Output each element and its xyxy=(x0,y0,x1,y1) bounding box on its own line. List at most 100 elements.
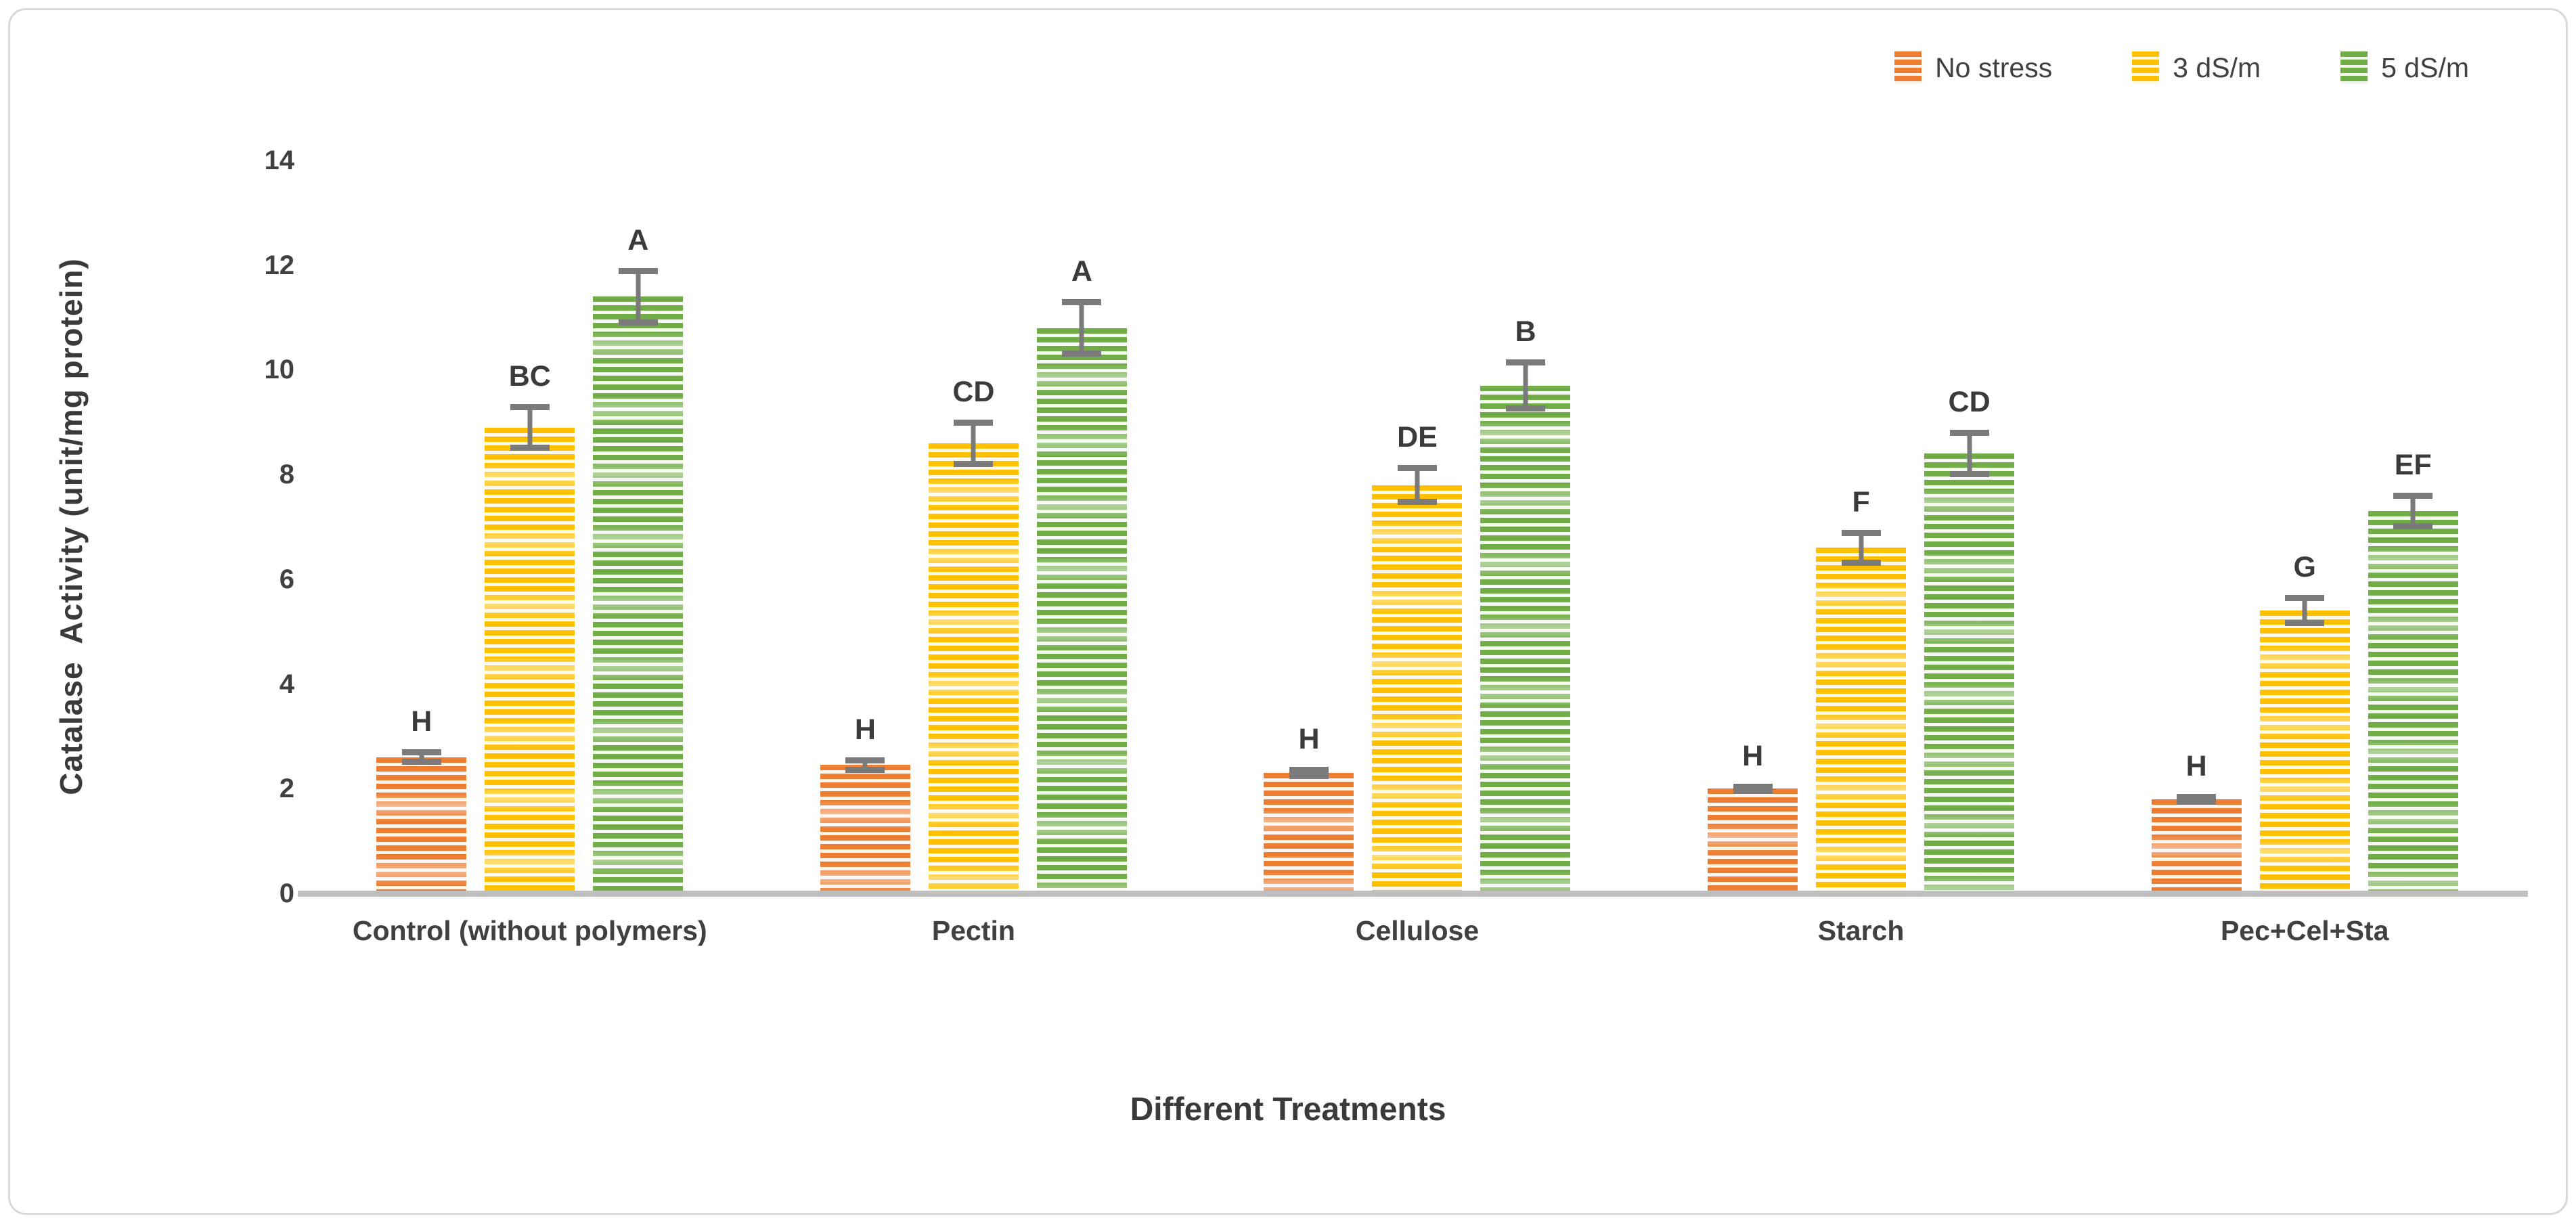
legend-item-5-ds-m: 5 dS/m xyxy=(2340,51,2469,84)
significance-letter: H xyxy=(2185,750,2207,783)
significance-letter: CD xyxy=(1948,386,1991,419)
error-bar xyxy=(2177,794,2217,805)
error-bar-stem xyxy=(1523,359,1528,412)
bar-slot-no-stress: H xyxy=(1264,723,1354,893)
x-category-label-1: Control (without polymers) xyxy=(352,915,707,946)
bar-no-stress-4 xyxy=(1708,788,1798,893)
error-bar-cap xyxy=(1733,788,1773,795)
bar-3-ds-m-2 xyxy=(928,443,1019,893)
error-bar-cap xyxy=(1062,299,1102,306)
error-bar-cap xyxy=(1949,430,1989,437)
error-bar xyxy=(1289,766,1329,780)
x-axis-title: Different Treatments xyxy=(1130,1092,1446,1128)
y-tick-label-14: 14 xyxy=(264,146,295,175)
x-category-label-2: Pectin xyxy=(931,915,1015,946)
error-bar xyxy=(954,419,994,467)
error-bar-stem xyxy=(1859,530,1864,566)
bar-slot-5-ds-m: B xyxy=(1480,315,1571,893)
error-bar-stem xyxy=(1079,299,1084,357)
error-bar xyxy=(2393,493,2433,530)
bar-5-ds-m-1 xyxy=(593,296,684,893)
error-bar-stem xyxy=(636,267,641,326)
bar-slot-no-stress: H xyxy=(820,713,910,893)
bar-3-ds-m-4 xyxy=(1816,548,1907,893)
bar-3-ds-m-3 xyxy=(1372,485,1463,893)
error-bar-cap xyxy=(401,759,441,765)
significance-letter: CD xyxy=(952,375,995,408)
error-bar-cap xyxy=(2393,493,2433,499)
significance-letter: A xyxy=(627,223,649,257)
error-bar-cap xyxy=(1949,471,1989,478)
error-bar-cap xyxy=(510,403,550,410)
bar-slot-no-stress: H xyxy=(1708,740,1798,893)
bar-no-stress-1 xyxy=(376,757,467,893)
error-bar-cap xyxy=(2177,794,2217,801)
significance-letter: H xyxy=(1742,739,1764,772)
bars-row: H G EF xyxy=(2083,449,2527,893)
bar-slot-5-ds-m: A xyxy=(1036,255,1127,893)
error-bar-cap xyxy=(2285,620,2325,627)
error-bar-cap xyxy=(2177,798,2217,805)
significance-letter: BC xyxy=(508,359,551,393)
bar-slot-3-ds-m: DE xyxy=(1372,421,1463,893)
bar-slot-3-ds-m: F xyxy=(1816,486,1907,893)
error-bar-cap xyxy=(1841,530,1881,537)
legend: No stress 3 dS/m 5 dS/m xyxy=(1894,51,2469,84)
x-axis-line xyxy=(298,891,2528,897)
y-tick-label-2: 2 xyxy=(279,774,294,804)
error-bar-cap xyxy=(1062,351,1102,357)
legend-swatch-icon xyxy=(1894,51,1922,84)
bar-no-stress-3 xyxy=(1264,773,1354,893)
bar-3-ds-m-1 xyxy=(485,427,575,893)
legend-swatch-icon xyxy=(2340,51,2368,84)
error-bar-stem xyxy=(1967,430,1972,478)
error-bar-stem xyxy=(971,419,976,467)
significance-letter: DE xyxy=(1397,421,1438,454)
significance-letter: G xyxy=(2293,551,2316,584)
error-bar xyxy=(2285,595,2325,627)
error-bar xyxy=(845,757,885,774)
bars-row: H DE B xyxy=(1195,315,1639,893)
bar-group-5: H G EF Pec+Cel+Sta xyxy=(2083,0,2527,1223)
y-tick-label-10: 10 xyxy=(264,355,295,385)
bar-5-ds-m-2 xyxy=(1036,328,1127,893)
bar-5-ds-m-5 xyxy=(2368,511,2458,893)
error-bar-cap xyxy=(1289,766,1329,773)
x-category-label-4: Starch xyxy=(1817,915,1905,946)
error-bar-cap xyxy=(845,757,885,763)
error-bar-cap xyxy=(954,460,994,467)
error-bar-cap xyxy=(618,319,658,326)
error-bar-stem xyxy=(862,757,868,774)
error-bar xyxy=(1505,359,1545,412)
bars-row: H BC A xyxy=(308,224,752,893)
significance-letter: H xyxy=(411,705,432,738)
bar-slot-3-ds-m: BC xyxy=(485,360,575,893)
significance-letter: F xyxy=(1852,486,1870,519)
error-bar-cap xyxy=(1397,499,1437,506)
legend-item-3-ds-m: 3 dS/m xyxy=(2132,51,2261,84)
bar-slot-3-ds-m: G xyxy=(2259,551,2350,893)
bars-row: H F CD xyxy=(1639,386,2083,893)
error-bar xyxy=(401,749,441,765)
error-bar-stem xyxy=(527,403,533,451)
error-bar xyxy=(618,267,658,326)
error-bar-stem xyxy=(419,749,424,765)
bar-5-ds-m-3 xyxy=(1480,385,1571,893)
y-tick-label-12: 12 xyxy=(264,250,295,280)
error-bar-cap xyxy=(1505,359,1545,365)
legend-label: No stress xyxy=(1935,51,2053,83)
bar-group-4: H F CD Starch xyxy=(1639,0,2083,1223)
error-bar xyxy=(510,403,550,451)
bar-slot-5-ds-m: A xyxy=(593,224,684,893)
error-bar-cap xyxy=(1505,405,1545,412)
x-category-label-3: Cellulose xyxy=(1355,915,1480,946)
bar-5-ds-m-4 xyxy=(1924,453,2015,893)
error-bar xyxy=(1949,430,1989,478)
error-bar xyxy=(1841,530,1881,566)
chart-border-frame xyxy=(8,8,2568,1215)
error-bar-cap xyxy=(954,419,994,426)
bar-group-2: H CD A Pectin xyxy=(752,0,1196,1223)
bar-slot-5-ds-m: CD xyxy=(1924,386,2015,893)
bar-no-stress-5 xyxy=(2151,799,2242,893)
